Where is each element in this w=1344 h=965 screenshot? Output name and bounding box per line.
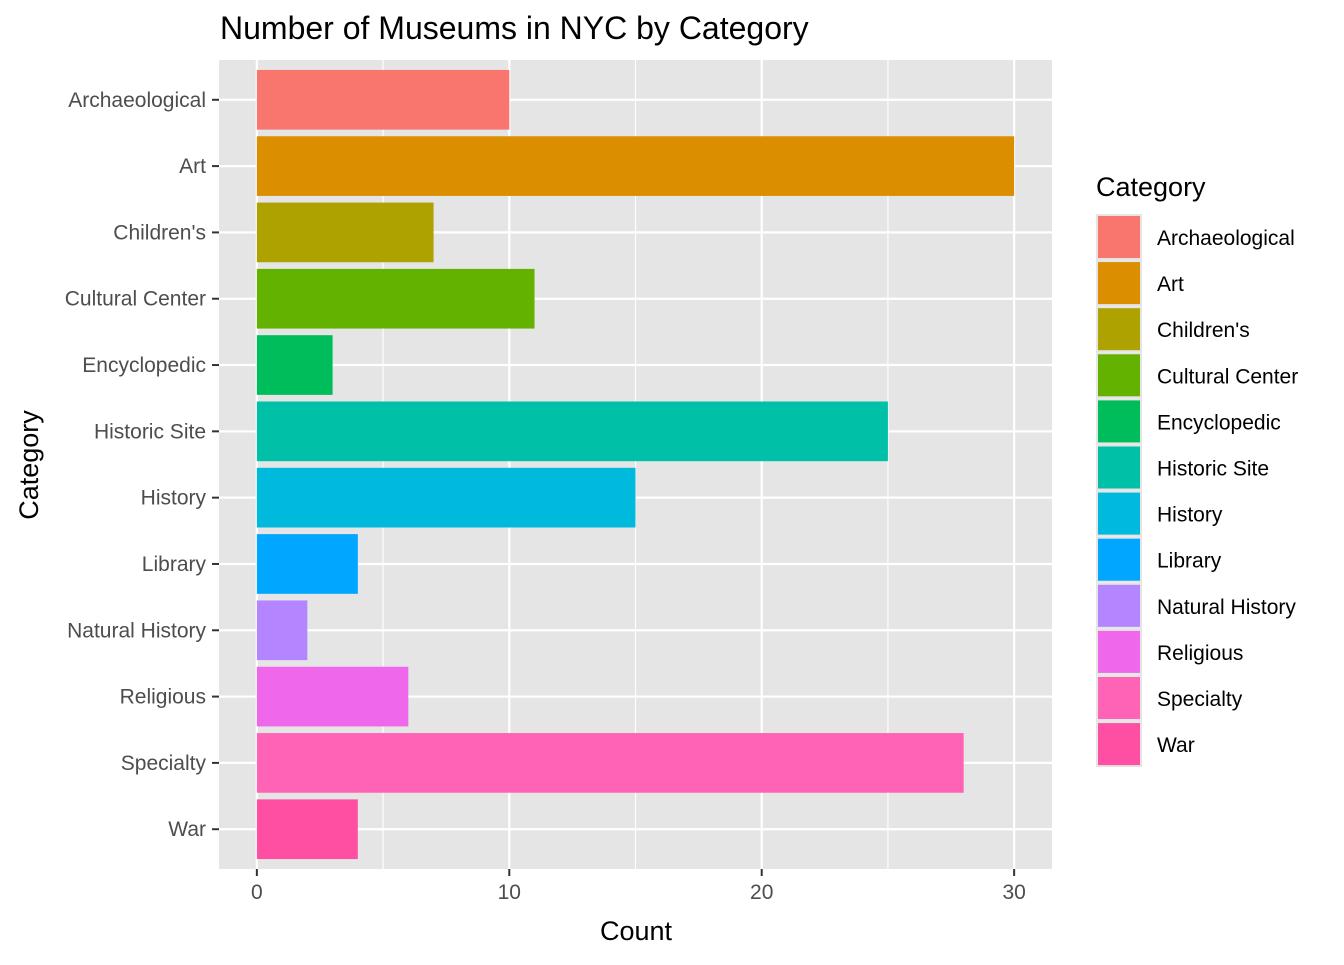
x-tick-label: 30 bbox=[1002, 881, 1025, 904]
bar bbox=[256, 799, 358, 860]
legend-label: Art bbox=[1157, 273, 1184, 296]
legend-swatch bbox=[1098, 584, 1140, 627]
bar bbox=[256, 534, 358, 594]
bar bbox=[256, 666, 409, 727]
y-tick-label: Historic Site bbox=[94, 420, 206, 443]
legend-swatch bbox=[1098, 216, 1140, 258]
legend-label: Library bbox=[1157, 550, 1222, 573]
chart-title: Number of Museums in NYC by Category bbox=[220, 10, 809, 46]
y-axis: Archaeological Art Children's Cultural Cent… bbox=[65, 89, 219, 841]
legend-label: Religious bbox=[1157, 642, 1243, 665]
y-tick-label: Archaeological bbox=[68, 89, 206, 112]
y-tick-label: Specialty bbox=[121, 752, 207, 775]
y-tick-label: Encyclopedic bbox=[82, 354, 206, 377]
bar bbox=[256, 335, 333, 395]
bar bbox=[256, 401, 888, 462]
legend-title: Category bbox=[1096, 172, 1206, 202]
bar bbox=[256, 136, 1015, 196]
legend-swatch bbox=[1098, 630, 1140, 673]
x-tick-label: 10 bbox=[498, 881, 521, 904]
legend-swatch bbox=[1098, 308, 1140, 351]
legend-label: Specialty bbox=[1157, 688, 1243, 711]
y-tick-label: Natural History bbox=[67, 619, 206, 642]
x-tick-label: 0 bbox=[251, 881, 263, 904]
x-axis: 0 10 20 30 bbox=[251, 869, 1026, 904]
bar bbox=[256, 268, 535, 329]
legend-swatch bbox=[1098, 677, 1140, 719]
legend-label: Natural History bbox=[1157, 596, 1296, 619]
y-tick-label: Religious bbox=[120, 686, 206, 709]
bar bbox=[256, 467, 636, 528]
x-axis-title: Count bbox=[600, 916, 673, 946]
legend-label: Children's bbox=[1157, 319, 1250, 342]
legend-swatch bbox=[1098, 262, 1140, 305]
bar bbox=[256, 600, 308, 661]
legend-swatch bbox=[1098, 400, 1140, 443]
y-axis-title: Category bbox=[14, 410, 44, 520]
y-tick-label: Cultural Center bbox=[65, 288, 206, 311]
legend-swatch bbox=[1098, 538, 1140, 581]
legend-label: Archaeological bbox=[1157, 227, 1295, 250]
bar bbox=[256, 69, 510, 130]
legend-label: History bbox=[1157, 504, 1223, 527]
bars bbox=[256, 69, 1015, 860]
bar bbox=[256, 733, 964, 793]
legend-swatch bbox=[1098, 723, 1140, 766]
legend-label: Encyclopedic bbox=[1157, 411, 1281, 434]
bar bbox=[256, 202, 434, 263]
y-tick-label: War bbox=[168, 818, 206, 841]
x-tick-label: 20 bbox=[750, 881, 773, 904]
legend-swatch bbox=[1098, 446, 1140, 489]
y-tick-label: Children's bbox=[113, 221, 206, 244]
legend-swatch bbox=[1098, 492, 1140, 535]
legend-label: War bbox=[1157, 734, 1195, 757]
legend-swatch bbox=[1098, 354, 1140, 397]
legend-label: Cultural Center bbox=[1157, 365, 1298, 388]
y-tick-label: History bbox=[141, 487, 207, 510]
y-tick-label: Art bbox=[179, 155, 206, 178]
legend-label: Historic Site bbox=[1157, 458, 1269, 481]
legend: Category Archaeological Art Children's Cult… bbox=[1096, 172, 1298, 768]
y-tick-label: Library bbox=[142, 553, 207, 576]
